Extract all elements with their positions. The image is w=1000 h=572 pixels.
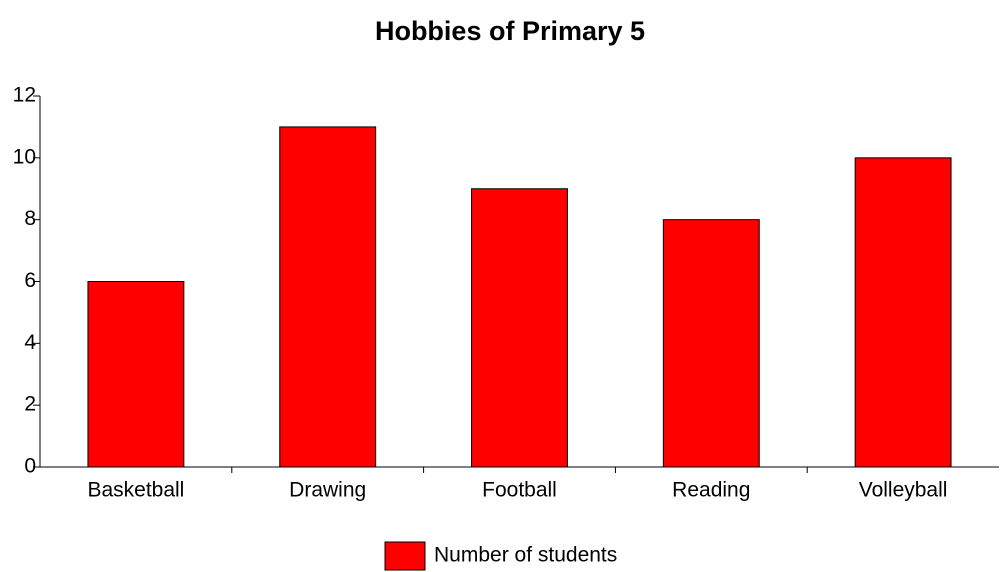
y-tick-label: 10 bbox=[13, 145, 36, 168]
x-tick-label: Football bbox=[482, 479, 557, 502]
x-tick-label: Reading bbox=[672, 479, 750, 502]
y-tick-label: 8 bbox=[24, 207, 36, 230]
y-tick-label: 0 bbox=[24, 455, 36, 478]
x-tick-label: Drawing bbox=[289, 479, 366, 502]
chart-title: Hobbies of Primary 5 bbox=[375, 16, 645, 46]
y-tick-label: 12 bbox=[13, 84, 36, 107]
x-tick-label: Volleyball bbox=[859, 479, 948, 502]
legend-label: Number of students bbox=[434, 544, 617, 567]
y-tick-label: 4 bbox=[24, 331, 36, 354]
bar bbox=[854, 157, 952, 468]
bar bbox=[279, 126, 377, 468]
x-tick-label: Basketball bbox=[87, 479, 184, 502]
y-tick-label: 2 bbox=[24, 393, 36, 416]
bar bbox=[87, 281, 185, 468]
bar bbox=[471, 188, 568, 468]
y-tick-label: 6 bbox=[24, 269, 36, 292]
legend-swatch bbox=[384, 541, 426, 571]
bar bbox=[662, 219, 760, 468]
